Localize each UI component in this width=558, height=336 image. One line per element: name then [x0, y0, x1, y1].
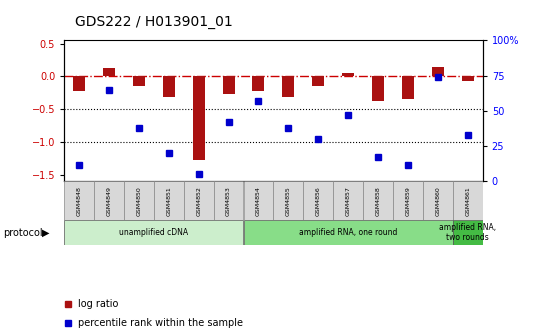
Text: GSM4851: GSM4851	[166, 186, 171, 216]
Bar	[363, 181, 393, 220]
Bar	[462, 76, 474, 81]
Text: percentile rank within the sample: percentile rank within the sample	[78, 318, 243, 328]
Text: GSM4848: GSM4848	[76, 186, 81, 216]
Bar	[273, 181, 303, 220]
Text: GSM4854: GSM4854	[256, 186, 261, 216]
Text: GSM4858: GSM4858	[376, 186, 381, 216]
Text: GSM4849: GSM4849	[107, 186, 112, 216]
Bar	[393, 181, 423, 220]
Bar	[453, 220, 483, 245]
Bar	[304, 181, 333, 220]
Bar	[103, 68, 115, 76]
Bar	[94, 181, 124, 220]
Bar	[333, 181, 363, 220]
Bar	[252, 76, 264, 91]
Bar	[163, 76, 175, 97]
Text: log ratio: log ratio	[78, 299, 119, 309]
Bar	[133, 76, 145, 86]
Bar	[193, 76, 205, 160]
Text: amplified RNA, one round: amplified RNA, one round	[299, 228, 397, 237]
Bar	[432, 67, 444, 76]
Bar	[372, 76, 384, 101]
Bar	[124, 181, 154, 220]
Bar	[244, 181, 273, 220]
Bar	[342, 73, 354, 76]
Bar	[214, 181, 243, 220]
Text: GSM4853: GSM4853	[226, 186, 231, 216]
Bar	[154, 181, 184, 220]
Bar	[312, 76, 324, 86]
Bar	[223, 76, 234, 94]
Text: GSM4857: GSM4857	[345, 186, 350, 216]
Bar	[402, 76, 414, 99]
Text: GDS222 / H013901_01: GDS222 / H013901_01	[75, 15, 233, 29]
Text: GSM4852: GSM4852	[196, 186, 201, 216]
Bar	[73, 76, 85, 91]
Text: GSM4855: GSM4855	[286, 186, 291, 216]
Bar	[64, 181, 94, 220]
Text: GSM4861: GSM4861	[465, 186, 470, 216]
Bar	[282, 76, 295, 97]
Bar	[423, 181, 453, 220]
Bar	[453, 181, 483, 220]
Text: ▶: ▶	[42, 228, 49, 238]
Text: GSM4856: GSM4856	[316, 186, 321, 216]
Text: protocol: protocol	[3, 228, 42, 238]
Text: GSM4850: GSM4850	[136, 186, 141, 216]
Bar	[244, 220, 453, 245]
Bar	[184, 181, 214, 220]
Text: amplified RNA,
two rounds: amplified RNA, two rounds	[439, 223, 496, 242]
Bar	[64, 220, 243, 245]
Text: GSM4860: GSM4860	[435, 186, 440, 216]
Text: unamplified cDNA: unamplified cDNA	[119, 228, 189, 237]
Text: GSM4859: GSM4859	[406, 186, 411, 216]
